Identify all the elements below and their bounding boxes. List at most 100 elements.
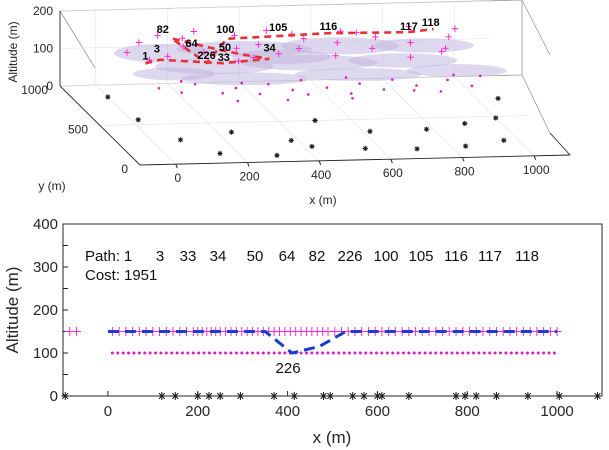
- dot-2d-19: [213, 351, 217, 355]
- x-tick-3d-mark-0: [175, 163, 178, 169]
- y-axis-label-3d: y (m): [38, 179, 65, 193]
- dot-2d-27: [256, 351, 260, 355]
- dot-2d-39: [321, 351, 325, 355]
- plus-3d-31: [438, 48, 445, 55]
- dot-3d-8: [299, 78, 303, 82]
- dot-2d-59: [428, 351, 432, 355]
- plus-3d-7: [235, 57, 242, 65]
- dot-2d-3: [127, 351, 131, 355]
- dot-3d-15: [439, 90, 443, 93]
- dot-2d-21: [224, 351, 228, 355]
- plus-2d-1: [71, 327, 81, 336]
- star-2d-19: [492, 392, 501, 400]
- path-node-1: 1: [124, 248, 132, 265]
- plus-3d-21: [407, 39, 414, 46]
- waypoint-label-105: 105: [269, 22, 287, 34]
- dot-2d-52: [391, 351, 395, 355]
- dot-2d-62: [445, 351, 449, 355]
- x-tick-2d-600: 600: [365, 403, 390, 420]
- dot-2d-58: [423, 351, 427, 355]
- dot-2d-44: [348, 351, 352, 355]
- plus-3d-16: [334, 39, 341, 46]
- x-tick-3d-400: 400: [311, 168, 331, 182]
- dot-2d-53: [396, 351, 400, 355]
- dot-2d-10: [164, 351, 168, 355]
- markers-3d: [105, 23, 507, 158]
- grid-3d-z-200: [59, 0, 491, 12]
- star-3d-10: [414, 146, 420, 152]
- star-3d-3: [217, 150, 223, 157]
- star-3d-8: [362, 145, 368, 152]
- path-node-117: 117: [478, 248, 502, 265]
- plus-3d-2: [164, 53, 171, 60]
- y-tick-2d-300: 300: [33, 259, 58, 276]
- x-tick-3d-1000: 1000: [523, 163, 550, 177]
- dot-2d-12: [175, 351, 179, 355]
- annotation-226: 226: [276, 360, 301, 377]
- dot-2d-0: [110, 351, 114, 355]
- waypoint-label-1: 1: [142, 50, 148, 62]
- plus-3d-6: [190, 28, 197, 35]
- waypoint-label-117: 117: [400, 21, 418, 33]
- path-node-226: 226: [337, 248, 362, 265]
- dot-2d-43: [342, 351, 346, 355]
- dot-2d-71: [493, 351, 497, 355]
- dot-2d-13: [180, 351, 184, 355]
- path-info: Path: 1 3 33 34 50 64 82 226 100 105 116 117 118 Cos…: [85, 248, 539, 284]
- x-tick-3d-200: 200: [239, 170, 259, 184]
- dot-2d-51: [385, 351, 389, 355]
- dot-2d-82: [552, 351, 556, 355]
- star-3d-4: [228, 129, 235, 135]
- dot-2d-60: [434, 351, 438, 355]
- plus-3d-24: [445, 33, 452, 41]
- dot-2d-49: [375, 351, 379, 355]
- dot-2d-35: [299, 351, 303, 355]
- star-2d-14: [377, 392, 386, 400]
- dot-3d-26: [236, 99, 240, 103]
- star-2d-21: [555, 392, 564, 400]
- dot-2d-1: [116, 351, 120, 355]
- dot-3d-4: [234, 86, 238, 90]
- star-3d-11: [423, 126, 430, 132]
- x-tick-2d-400: 400: [275, 403, 300, 420]
- dot-2d-16: [197, 351, 201, 355]
- star-3d-1: [135, 117, 141, 123]
- star-2d-12: [359, 392, 368, 400]
- path-node-34: 34: [210, 248, 227, 265]
- dot-2d-69: [482, 351, 486, 355]
- path-node-100: 100: [373, 248, 398, 265]
- dot-3d-5: [258, 92, 262, 96]
- dot-2d-24: [240, 351, 244, 355]
- x-tick-2d-1000: 1000: [540, 403, 573, 420]
- dot-2d-5: [137, 351, 141, 355]
- star-3d-13: [462, 120, 468, 127]
- dot-3d-17: [470, 84, 474, 88]
- star-3d-6: [288, 137, 294, 144]
- star-3d-17: [312, 117, 318, 124]
- plus-3d-10: [255, 41, 262, 48]
- dot-2d-78: [531, 351, 535, 355]
- x-tick-2d-800: 800: [455, 403, 480, 420]
- star-2d-7: [270, 392, 279, 400]
- y-tick-3d-0: 0: [121, 162, 128, 176]
- waypoint-label-100: 100: [216, 24, 234, 36]
- dot-2d-77: [525, 351, 529, 355]
- x-tick-3d-600: 600: [383, 166, 403, 180]
- dot-2d-36: [304, 351, 308, 355]
- y-axis-label-2d: Altitude (m): [3, 267, 22, 354]
- star-2d-0: [61, 392, 70, 400]
- plus-3d-0: [123, 49, 131, 56]
- dot-2d-46: [358, 351, 362, 355]
- plot-2d-frame: [62, 223, 603, 397]
- box-back-floor-right: [521, 74, 551, 134]
- star-2d-16: [452, 392, 461, 400]
- plus-3d-8: [233, 45, 240, 52]
- dot-2d-8: [154, 351, 158, 355]
- star-3d-0: [105, 94, 111, 100]
- x-tick-3d-800: 800: [454, 165, 474, 179]
- x-tick-2d-0: 0: [104, 403, 112, 420]
- waypoint-label-82: 82: [157, 24, 169, 36]
- dot-2d-73: [504, 351, 508, 355]
- path-node-64: 64: [279, 248, 296, 265]
